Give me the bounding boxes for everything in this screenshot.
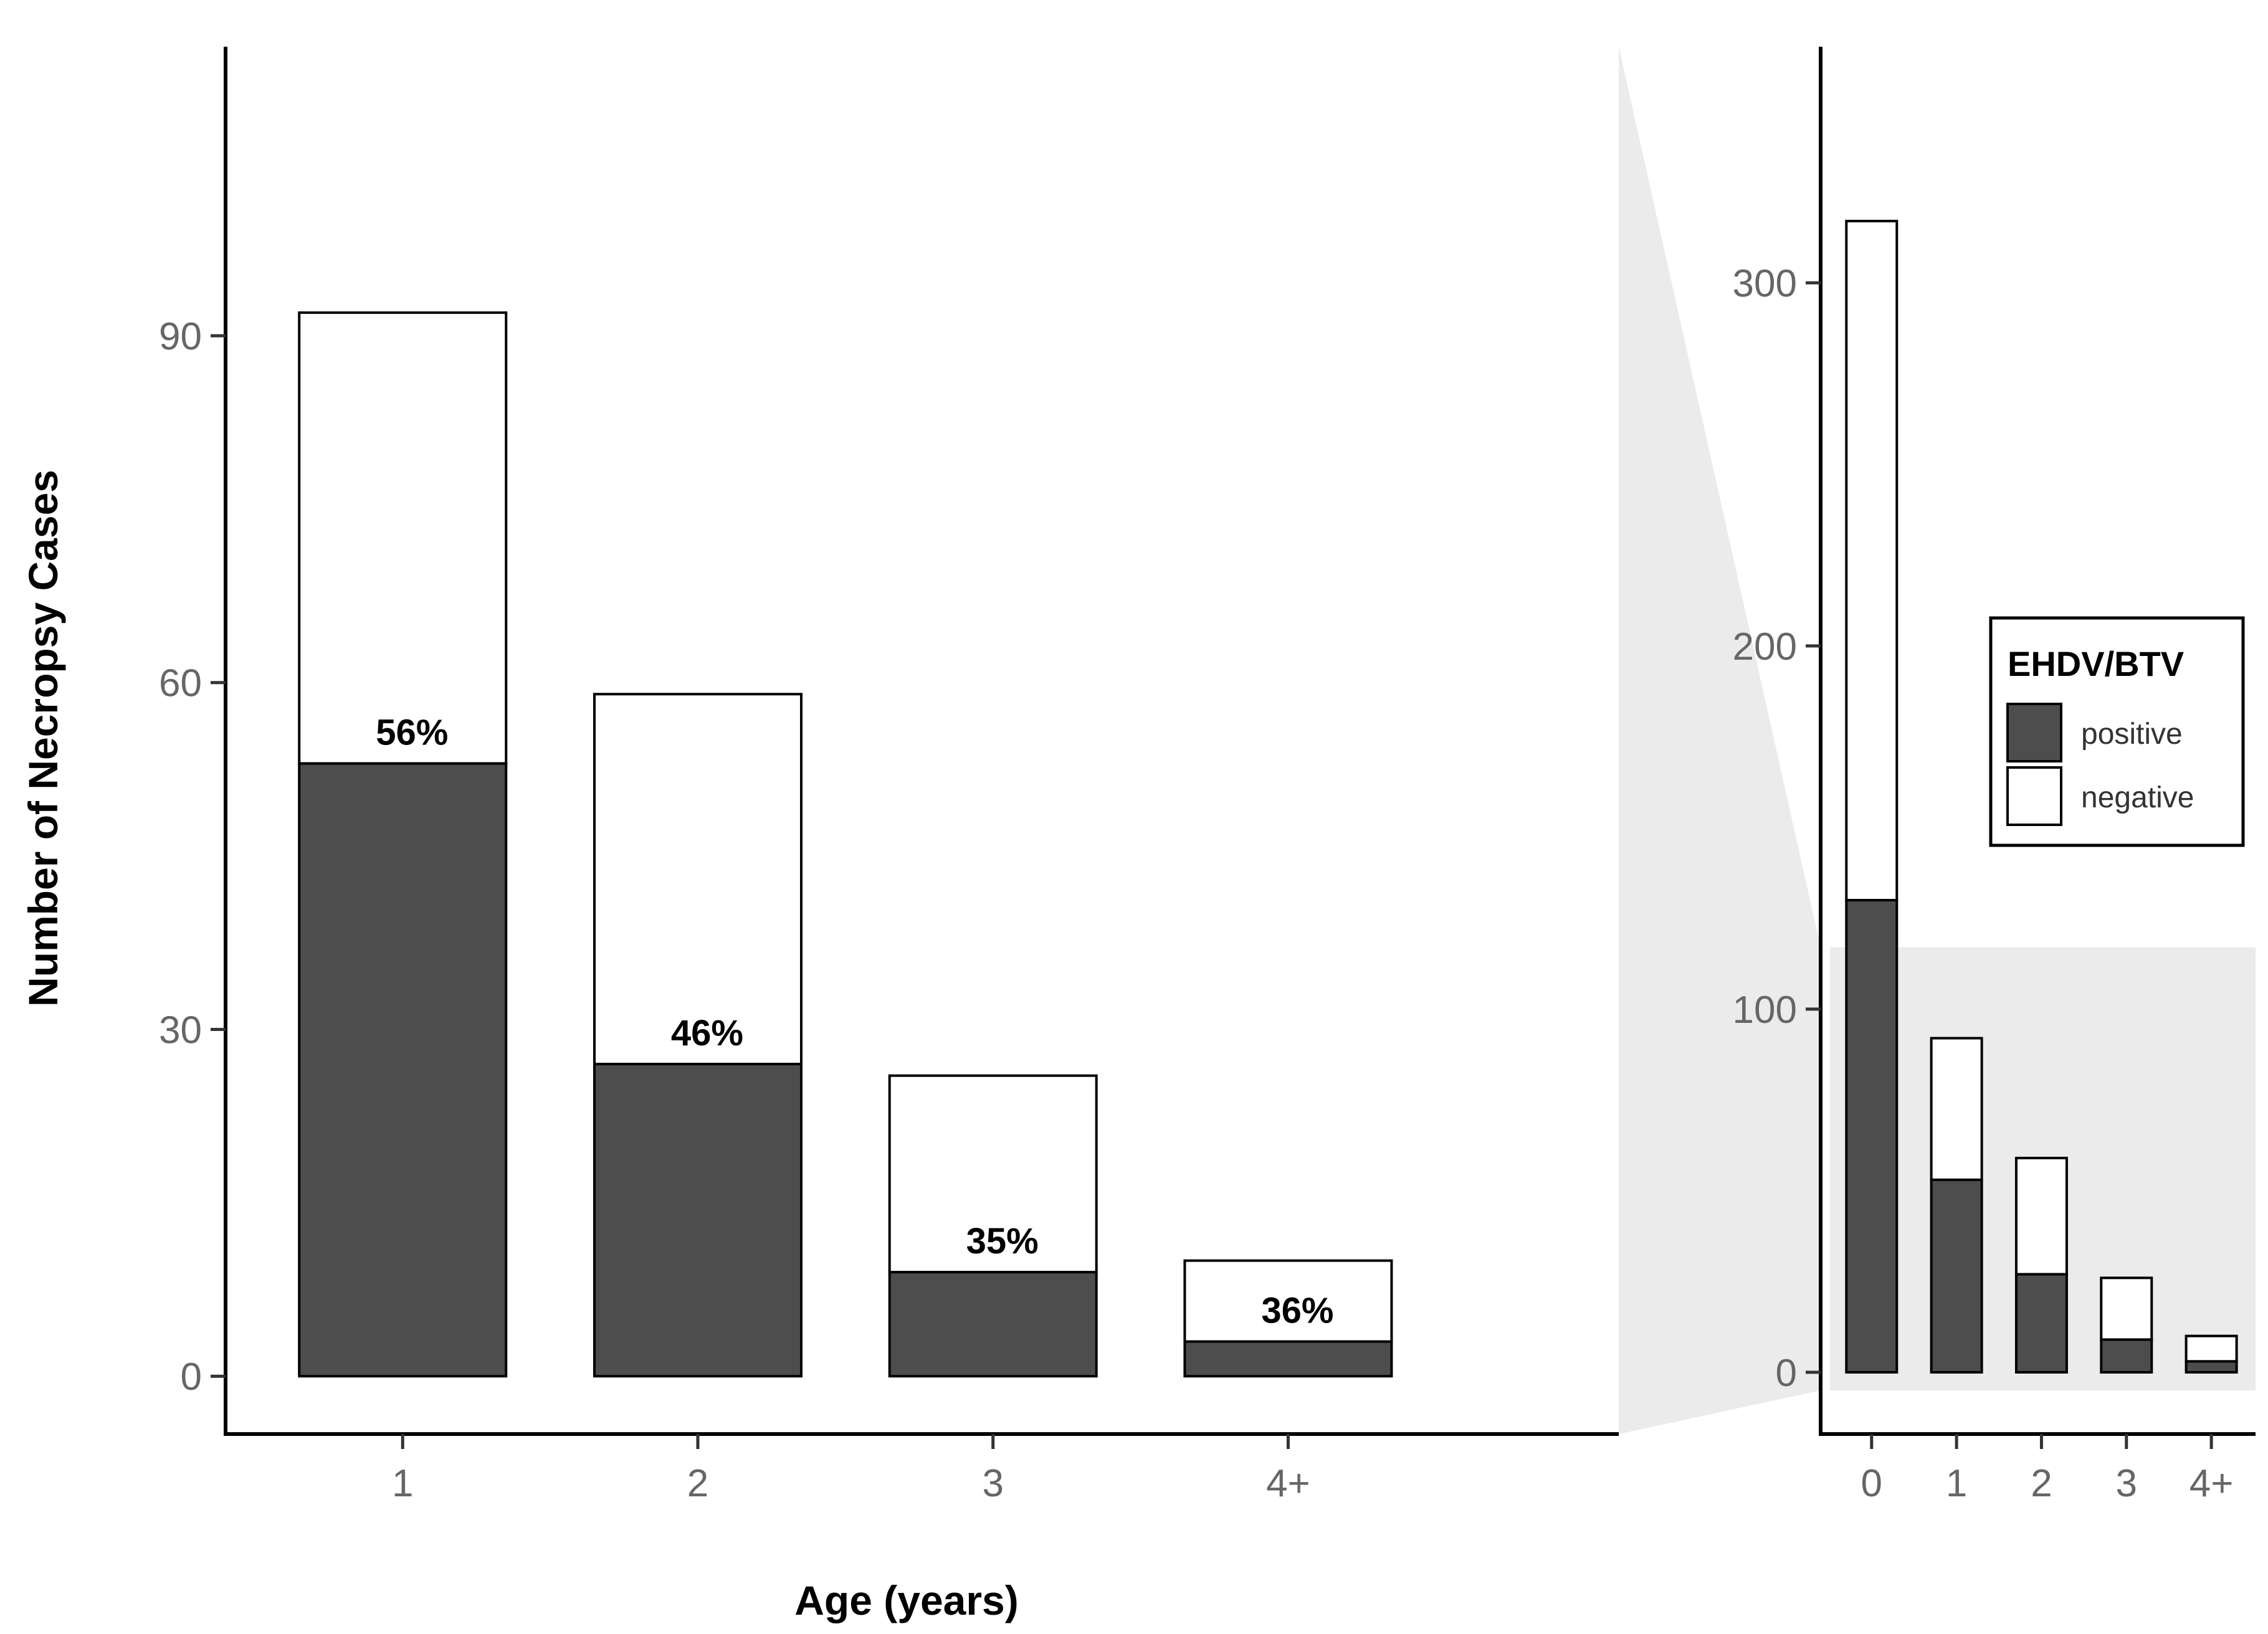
- percent-label-2: 46%: [671, 1013, 743, 1053]
- percent-label-1: 56%: [376, 713, 448, 753]
- inset-bar-positive-4+: [2185, 1360, 2238, 1374]
- inset-bar-negative-4+: [2185, 1334, 2238, 1363]
- inset-bar-positive-3: [2100, 1338, 2153, 1374]
- legend-key-positive: [2006, 703, 2062, 762]
- bar-positive-4+: [1183, 1340, 1393, 1378]
- bar-negative-4+: [1183, 1259, 1393, 1343]
- inset-x-tick-label-3: 3: [2116, 1462, 2137, 1505]
- inset-bar-positive-2: [2014, 1273, 2068, 1374]
- inset-bar-negative-3: [2100, 1276, 2153, 1341]
- x-tick-label-3: 3: [982, 1462, 1003, 1505]
- x-tick-label-1: 1: [392, 1462, 413, 1505]
- inset-y-tick-label-300: 300: [1733, 262, 1797, 305]
- inset-x-tick-label-4+: 4+: [2189, 1462, 2234, 1505]
- y-axis-title: Number of Necropsy Cases: [20, 470, 66, 1007]
- inset-bar-negative-0: [1845, 219, 1899, 902]
- y-tick-label-30: 30: [159, 1009, 202, 1052]
- inset-axes: 0 100 200 300 0 1 2 3 4+: [1733, 47, 2256, 1505]
- y-tick-label-0: 0: [181, 1356, 202, 1399]
- legend-label-positive: positive: [2081, 718, 2183, 751]
- inset-bar-positive-0: [1845, 899, 1899, 1374]
- main-axes: 0 30 60 90 1 2 3 4+: [159, 47, 1619, 1505]
- inset-x-tick-label-1: 1: [1946, 1462, 1967, 1505]
- bar-positive-2: [593, 1063, 803, 1378]
- legend: EHDV/BTV positive negative: [1989, 616, 2245, 847]
- bar-negative-1: [298, 311, 508, 765]
- inset-bar-positive-1: [1930, 1178, 1983, 1374]
- legend-title: EHDV/BTV: [2008, 644, 2184, 683]
- y-tick-label-60: 60: [159, 662, 202, 705]
- y-tick-label-90: 90: [159, 315, 202, 358]
- bar-positive-3: [888, 1271, 1098, 1378]
- percent-label-3: 35%: [966, 1221, 1039, 1261]
- bar-negative-2: [593, 693, 803, 1066]
- inset-x-tick-label-0: 0: [1861, 1462, 1882, 1505]
- inset-y-tick-label-0: 0: [1776, 1352, 1797, 1395]
- inset-y-tick-label-200: 200: [1733, 625, 1797, 668]
- x-tick-label-2: 2: [687, 1462, 708, 1505]
- legend-label-negative: negative: [2081, 781, 2194, 814]
- main-bars: 56% 46% 35% 36%: [298, 311, 1393, 1378]
- bar-positive-1: [298, 762, 508, 1378]
- zoom-connector: [1619, 47, 1821, 1434]
- inset-bar-negative-1: [1930, 1037, 1983, 1181]
- x-axis-title: Age (years): [794, 1577, 1019, 1623]
- inset-bars: [1845, 219, 2238, 1374]
- x-tick-label-4+: 4+: [1266, 1462, 1310, 1505]
- inset-x-tick-label-2: 2: [2031, 1462, 2052, 1505]
- legend-key-negative: [2006, 766, 2062, 826]
- bar-negative-3: [888, 1074, 1098, 1274]
- inset-bar-negative-2: [2014, 1156, 2068, 1276]
- percent-label-4+: 36%: [1261, 1291, 1333, 1331]
- inset-y-tick-label-100: 100: [1733, 989, 1797, 1032]
